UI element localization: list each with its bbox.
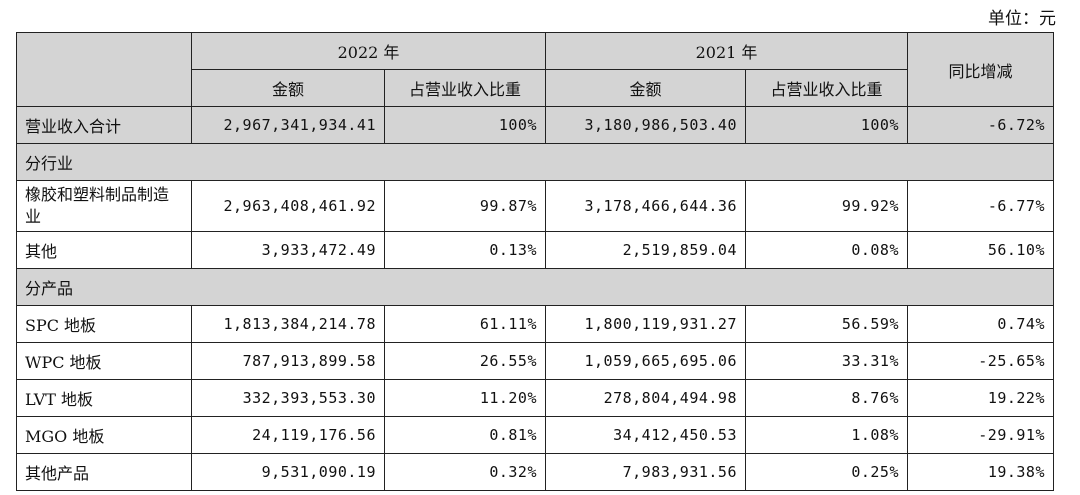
row-amt-2021: 278,804,494.98 xyxy=(545,379,746,417)
header-yoy: 同比增减 xyxy=(907,32,1054,107)
row-ratio-2021: 99.92% xyxy=(745,180,908,232)
row-amt-2021: 34,412,450.53 xyxy=(545,416,746,454)
total-yoy: -6.72% xyxy=(907,106,1054,144)
row-label: SPC 地板 xyxy=(16,305,192,343)
header-year-2021: 2021 年 xyxy=(545,32,908,70)
row-ratio-2021: 8.76% xyxy=(745,379,908,417)
row-ratio-2022: 0.13% xyxy=(384,231,546,269)
total-ratio-2022: 100% xyxy=(384,106,546,144)
row-ratio-2022: 26.55% xyxy=(384,342,546,380)
revenue-table: 2022 年 2021 年 同比增减 金额 占营业收入比重 金额 占营业收入比重… xyxy=(16,32,1054,491)
row-amt-2021: 2,519,859.04 xyxy=(545,231,746,269)
row-amt-2022: 787,913,899.58 xyxy=(191,342,385,380)
section-row-industry: 分行业 xyxy=(16,143,1054,181)
row-ratio-2021: 56.59% xyxy=(745,305,908,343)
row-yoy: -25.65% xyxy=(907,342,1054,380)
row-ratio-2022: 0.81% xyxy=(384,416,546,454)
row-amt-2022: 2,963,408,461.92 xyxy=(191,180,385,232)
row-ratio-2021: 1.08% xyxy=(745,416,908,454)
row-yoy: 19.38% xyxy=(907,453,1054,491)
header-blank xyxy=(16,32,192,107)
total-amt-2022: 2,967,341,934.41 xyxy=(191,106,385,144)
row-ratio-2022: 0.32% xyxy=(384,453,546,491)
total-row: 营业收入合计 2,967,341,934.41 100% 3,180,986,5… xyxy=(16,106,1054,144)
table-row: 橡胶和塑料制品制造业 2,963,408,461.92 99.87% 3,178… xyxy=(16,180,1054,232)
row-ratio-2022: 61.11% xyxy=(384,305,546,343)
row-label: LVT 地板 xyxy=(16,379,192,417)
header-ratio-2021: 占营业收入比重 xyxy=(745,69,908,107)
row-yoy: 56.10% xyxy=(907,231,1054,269)
row-label: MGO 地板 xyxy=(16,416,192,454)
row-ratio-2022: 99.87% xyxy=(384,180,546,232)
row-yoy: 0.74% xyxy=(907,305,1054,343)
table-row: 其他产品 9,531,090.19 0.32% 7,983,931.56 0.2… xyxy=(16,453,1054,491)
row-amt-2021: 1,800,119,931.27 xyxy=(545,305,746,343)
row-amt-2022: 1,813,384,214.78 xyxy=(191,305,385,343)
row-amt-2022: 24,119,176.56 xyxy=(191,416,385,454)
table-row: WPC 地板 787,913,899.58 26.55% 1,059,665,6… xyxy=(16,342,1054,380)
row-ratio-2022: 11.20% xyxy=(384,379,546,417)
total-ratio-2021: 100% xyxy=(745,106,908,144)
total-amt-2021: 3,180,986,503.40 xyxy=(545,106,746,144)
row-label: WPC 地板 xyxy=(16,342,192,380)
row-amt-2021: 7,983,931.56 xyxy=(545,453,746,491)
header-amount-2021: 金额 xyxy=(545,69,746,107)
table-row: 其他 3,933,472.49 0.13% 2,519,859.04 0.08%… xyxy=(16,231,1054,269)
table-row: SPC 地板 1,813,384,214.78 61.11% 1,800,119… xyxy=(16,305,1054,343)
section-label-industry: 分行业 xyxy=(16,143,1054,181)
table-row: LVT 地板 332,393,553.30 11.20% 278,804,494… xyxy=(16,379,1054,417)
total-label: 营业收入合计 xyxy=(16,106,192,144)
row-amt-2022: 332,393,553.30 xyxy=(191,379,385,417)
header-year-2022: 2022 年 xyxy=(191,32,546,70)
row-label: 橡胶和塑料制品制造业 xyxy=(16,180,192,232)
row-ratio-2021: 33.31% xyxy=(745,342,908,380)
header-amount-2022: 金额 xyxy=(191,69,385,107)
row-amt-2022: 9,531,090.19 xyxy=(191,453,385,491)
row-yoy: -6.77% xyxy=(907,180,1054,232)
row-amt-2021: 3,178,466,644.36 xyxy=(545,180,746,232)
row-yoy: 19.22% xyxy=(907,379,1054,417)
unit-label: 单位：元 xyxy=(988,9,1056,29)
section-label-product: 分产品 xyxy=(16,268,1054,306)
header-ratio-2022: 占营业收入比重 xyxy=(384,69,546,107)
row-amt-2021: 1,059,665,695.06 xyxy=(545,342,746,380)
row-label: 其他 xyxy=(16,231,192,269)
row-ratio-2021: 0.08% xyxy=(745,231,908,269)
row-label: 其他产品 xyxy=(16,453,192,491)
row-yoy: -29.91% xyxy=(907,416,1054,454)
row-amt-2022: 3,933,472.49 xyxy=(191,231,385,269)
table-row: MGO 地板 24,119,176.56 0.81% 34,412,450.53… xyxy=(16,416,1054,454)
section-row-product: 分产品 xyxy=(16,268,1054,306)
row-ratio-2021: 0.25% xyxy=(745,453,908,491)
